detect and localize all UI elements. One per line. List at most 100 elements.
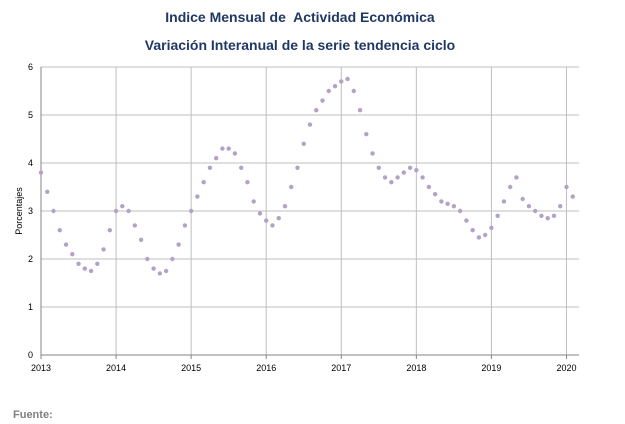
data-point bbox=[470, 228, 475, 233]
grid-layer bbox=[41, 66, 579, 355]
data-point bbox=[495, 213, 500, 218]
data-point bbox=[101, 247, 106, 252]
y-tick-label: 1 bbox=[28, 302, 33, 312]
x-tick-label: 2018 bbox=[406, 363, 426, 373]
data-point bbox=[51, 208, 56, 214]
data-point bbox=[38, 170, 44, 175]
data-point bbox=[314, 108, 319, 113]
data-point bbox=[82, 266, 87, 271]
data-point bbox=[138, 237, 144, 242]
x-tick-label: 2020 bbox=[556, 363, 576, 373]
data-point bbox=[558, 204, 563, 209]
data-point bbox=[182, 223, 188, 228]
data-point bbox=[489, 225, 494, 230]
data-point bbox=[45, 189, 50, 194]
chart-title: Indice Mensual de Actividad Económica bbox=[165, 9, 435, 25]
y-tick-label: 2 bbox=[28, 254, 33, 264]
data-point bbox=[195, 194, 200, 199]
data-point bbox=[514, 175, 519, 180]
data-point bbox=[445, 201, 450, 206]
data-point bbox=[332, 84, 338, 89]
data-points bbox=[38, 76, 575, 276]
data-point bbox=[432, 192, 438, 197]
data-point bbox=[126, 208, 131, 214]
data-point bbox=[151, 266, 156, 271]
y-tick-label: 5 bbox=[28, 110, 33, 120]
data-point bbox=[107, 228, 113, 233]
data-point bbox=[213, 156, 219, 161]
data-point bbox=[526, 204, 532, 209]
data-point bbox=[389, 180, 394, 185]
data-point bbox=[482, 232, 488, 238]
x-tick-label: 2019 bbox=[481, 363, 501, 373]
data-point bbox=[188, 208, 194, 214]
data-point bbox=[464, 218, 469, 223]
data-point bbox=[207, 165, 213, 170]
data-point bbox=[414, 168, 419, 173]
data-point bbox=[339, 79, 344, 84]
data-point bbox=[145, 256, 150, 262]
data-point bbox=[370, 151, 375, 156]
data-point bbox=[226, 146, 231, 151]
x-tick-label: 2014 bbox=[106, 363, 126, 373]
data-point bbox=[570, 194, 575, 199]
data-point bbox=[533, 208, 538, 214]
data-point bbox=[76, 261, 81, 266]
data-point bbox=[420, 175, 425, 180]
data-point bbox=[501, 199, 507, 204]
data-point bbox=[289, 184, 294, 190]
y-tick-label: 4 bbox=[28, 158, 33, 168]
y-tick-label: 3 bbox=[28, 206, 33, 216]
data-point bbox=[270, 223, 275, 228]
data-point bbox=[301, 141, 306, 146]
data-point bbox=[439, 199, 444, 204]
data-point bbox=[382, 175, 388, 180]
data-point bbox=[457, 208, 463, 214]
data-point bbox=[539, 213, 544, 218]
data-point bbox=[57, 228, 62, 233]
data-point bbox=[276, 216, 281, 221]
data-point bbox=[170, 256, 175, 262]
y-tick-label: 6 bbox=[28, 62, 33, 72]
data-point bbox=[220, 146, 225, 151]
data-point bbox=[545, 216, 550, 221]
data-point bbox=[426, 184, 432, 190]
data-point bbox=[232, 151, 238, 156]
x-tick-label: 2013 bbox=[31, 363, 51, 373]
data-point bbox=[407, 165, 413, 170]
data-point bbox=[395, 175, 400, 180]
data-point bbox=[564, 184, 569, 190]
data-point bbox=[326, 88, 331, 94]
data-point bbox=[320, 98, 325, 103]
data-point bbox=[351, 88, 356, 94]
data-point bbox=[95, 261, 100, 266]
data-point bbox=[476, 235, 482, 240]
data-point bbox=[307, 122, 313, 127]
data-point bbox=[88, 268, 94, 274]
x-tick-label: 2017 bbox=[331, 363, 351, 373]
data-point bbox=[357, 108, 363, 113]
data-point bbox=[157, 271, 163, 276]
x-tick-label: 2015 bbox=[181, 363, 201, 373]
data-point bbox=[451, 204, 457, 209]
data-point bbox=[245, 180, 250, 185]
data-point bbox=[364, 132, 369, 137]
data-point bbox=[63, 242, 69, 247]
y-axis-title: Porcentajes bbox=[14, 187, 24, 235]
data-point bbox=[264, 218, 269, 223]
axis-layer: 0 1 2 3 4 5 6 2013 2014 2015 2016 2017 2018 2019 2020 bbox=[28, 62, 579, 373]
data-point bbox=[163, 268, 169, 274]
data-point bbox=[282, 204, 288, 209]
y-tick-label: 0 bbox=[28, 350, 33, 360]
data-point bbox=[70, 252, 75, 257]
data-point bbox=[257, 211, 263, 216]
data-point bbox=[238, 165, 244, 170]
data-point bbox=[295, 165, 300, 170]
data-point bbox=[132, 223, 138, 228]
data-point bbox=[507, 184, 513, 190]
chart-subtitle: Variación Interanual de la serie tendenc… bbox=[144, 37, 456, 53]
data-point bbox=[520, 196, 525, 202]
data-point bbox=[113, 208, 119, 214]
data-point bbox=[376, 165, 382, 170]
